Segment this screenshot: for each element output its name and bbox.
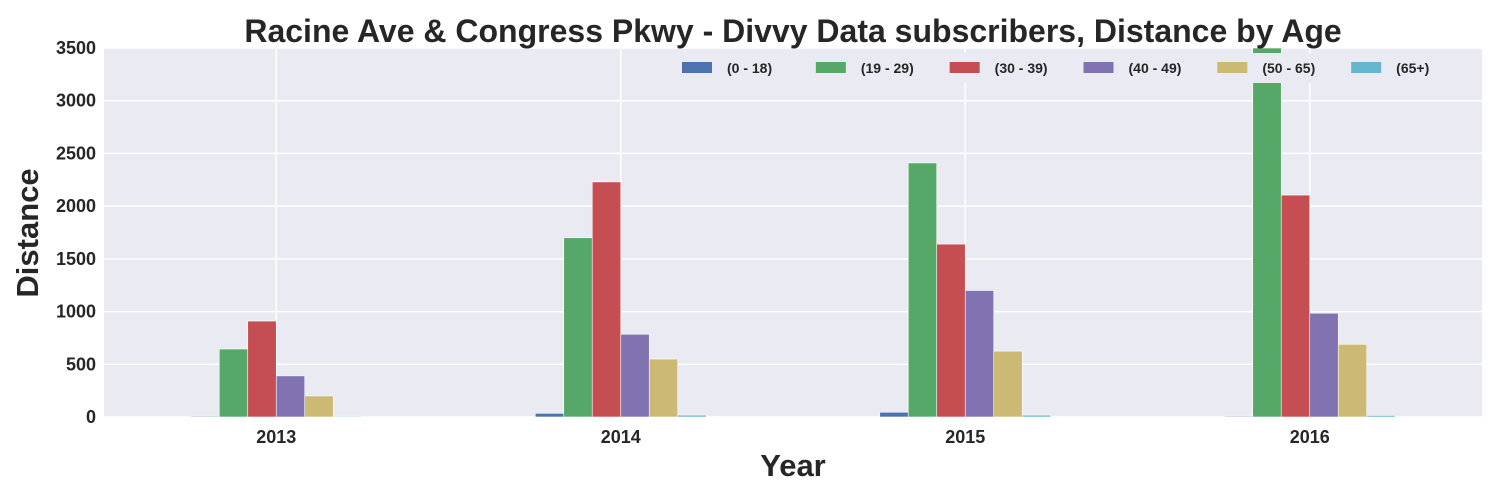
y-tick-label: 3000 — [56, 91, 96, 111]
bar — [304, 395, 334, 418]
bar — [1223, 415, 1254, 418]
bar — [534, 413, 565, 418]
legend-box — [674, 53, 1477, 83]
plot-area — [104, 48, 1482, 417]
y-tick-label: 500 — [66, 354, 96, 374]
bar — [677, 414, 707, 418]
bar — [936, 243, 966, 418]
x-axis-ticks: 2013 2014 2015 2016 — [256, 427, 1330, 447]
bar — [648, 358, 679, 418]
bar — [1366, 415, 1396, 418]
y-tick-label: 1500 — [56, 249, 96, 269]
bar — [563, 237, 593, 418]
bar — [1252, 47, 1282, 418]
x-tick-label: 2016 — [1290, 427, 1330, 447]
y-axis-label: Distance — [10, 168, 45, 297]
y-tick-label: 2500 — [56, 143, 96, 163]
x-tick-label: 2014 — [601, 427, 641, 447]
chart-title: Racine Ave & Congress Pkwy - Divvy Data … — [244, 13, 1341, 49]
y-axis-ticks: 0 500 1000 1500 2000 2500 3000 3500 — [56, 38, 96, 427]
legend-entry: (40 - 49) — [1129, 60, 1182, 76]
legend-swatch — [815, 62, 846, 73]
bar — [993, 350, 1023, 418]
legend-swatch — [1217, 62, 1248, 73]
legend-swatch — [949, 62, 980, 73]
legend-swatch — [682, 62, 712, 73]
bar — [620, 333, 650, 418]
bar — [1309, 312, 1339, 418]
bar — [247, 320, 277, 418]
legend-entry: (65+) — [1396, 60, 1429, 76]
legend: (0 - 18) (19 - 29) (30 - 39) (40 - 49) (50 -… — [674, 53, 1477, 83]
bars — [190, 47, 1396, 418]
bar — [190, 415, 220, 418]
legend-swatch — [1083, 62, 1114, 73]
bar — [879, 411, 909, 418]
bar — [1021, 414, 1052, 418]
bar — [964, 290, 995, 418]
bar — [907, 162, 938, 418]
legend-entry: (19 - 29) — [861, 60, 914, 76]
x-tick-label: 2013 — [256, 427, 296, 447]
bar — [1280, 194, 1311, 418]
bar — [218, 348, 249, 418]
legend-entry: (30 - 39) — [995, 60, 1048, 76]
bar — [275, 375, 306, 418]
y-tick-label: 0 — [86, 407, 96, 427]
y-tick-label: 1000 — [56, 302, 96, 322]
bar — [591, 181, 622, 418]
x-tick-label: 2015 — [945, 427, 985, 447]
legend-entry: (0 - 18) — [727, 60, 772, 76]
bar — [332, 415, 363, 418]
legend-entry: (50 - 65) — [1262, 60, 1315, 76]
legend-swatch — [1351, 62, 1382, 73]
x-axis-label: Year — [760, 448, 826, 483]
y-tick-label: 2000 — [56, 196, 96, 216]
y-tick-label: 3500 — [56, 38, 96, 58]
bar — [1337, 343, 1368, 418]
